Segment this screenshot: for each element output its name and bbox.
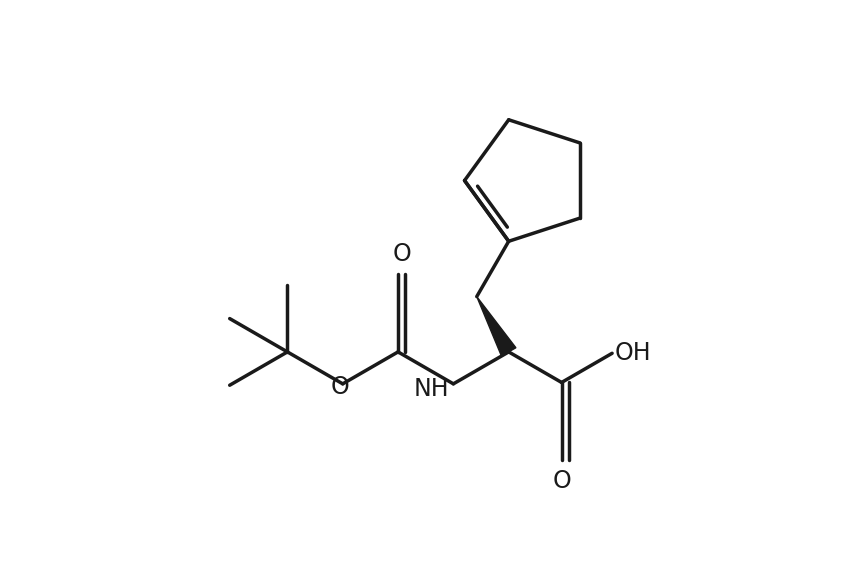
Polygon shape: [477, 297, 516, 356]
Text: O: O: [392, 242, 411, 266]
Text: O: O: [331, 375, 349, 399]
Text: O: O: [552, 468, 571, 493]
Text: OH: OH: [615, 341, 652, 365]
Text: NH: NH: [413, 378, 449, 402]
